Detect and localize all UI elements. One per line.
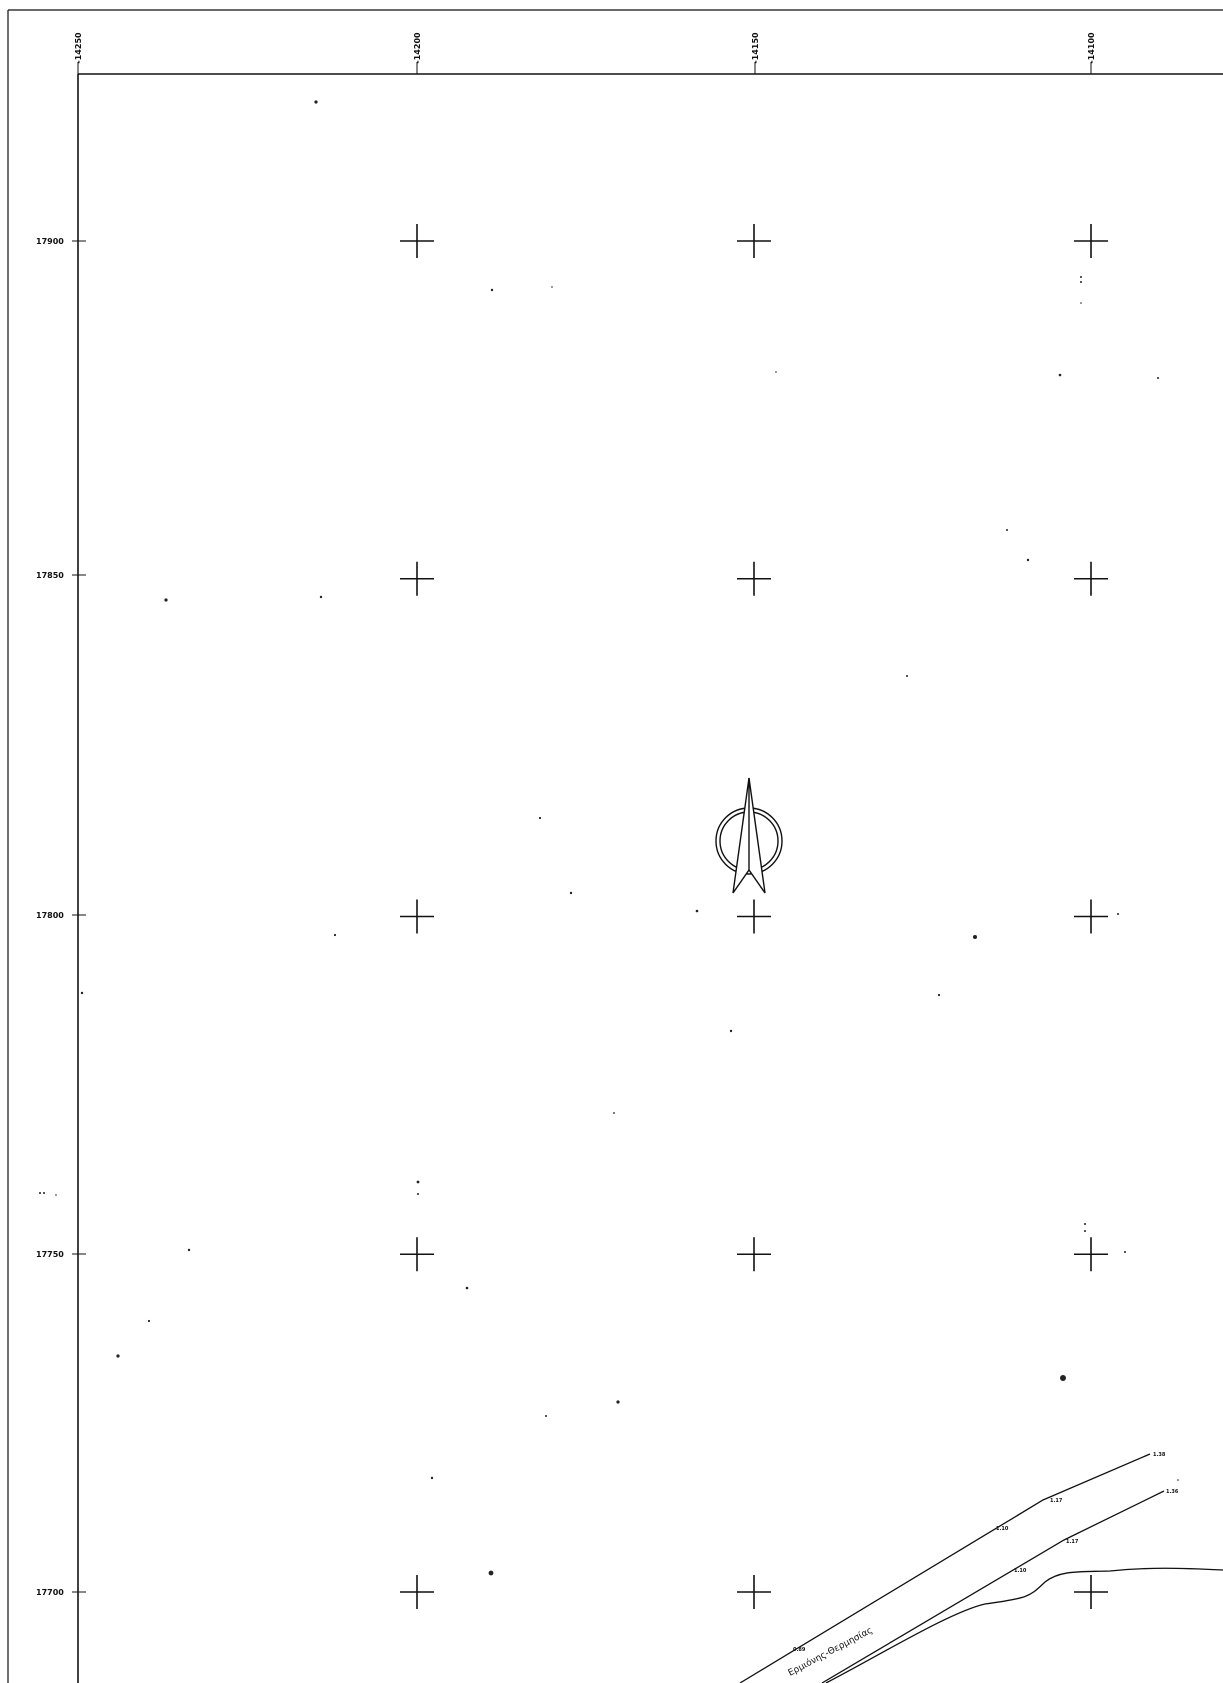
survey-specks bbox=[39, 100, 1179, 1576]
y-tick-label: 17850 bbox=[36, 571, 64, 580]
x-tick-label: -14200 bbox=[413, 32, 422, 64]
elevation-label: 1.17 bbox=[1050, 1498, 1063, 1504]
elevation-label: 0.89 bbox=[793, 1647, 806, 1653]
x-tick-label: -14150 bbox=[751, 32, 760, 64]
x-axis: -14250 -14200 -14150 -14100 bbox=[74, 32, 1096, 74]
y-tick-label: 17700 bbox=[36, 1588, 64, 1597]
elevation-label: 1.36 bbox=[1166, 1489, 1179, 1495]
elevation-label: 1.10 bbox=[996, 1526, 1009, 1532]
x-tick-label: -14250 bbox=[74, 32, 83, 64]
y-tick-label: 17900 bbox=[36, 237, 64, 246]
elevation-label: 1.17 bbox=[1066, 1539, 1079, 1545]
map-frame bbox=[7, 9, 1223, 1683]
y-tick-label: 17800 bbox=[36, 911, 64, 920]
elevation-label: 1.10 bbox=[1014, 1568, 1027, 1574]
north-arrow-icon bbox=[715, 777, 783, 894]
y-axis: 17900 17850 17800 17750 17700 bbox=[36, 237, 86, 1597]
road-lines bbox=[739, 1453, 1223, 1683]
grid-crosses bbox=[400, 224, 1108, 1609]
x-tick-label: -14100 bbox=[1087, 32, 1096, 64]
y-tick-label: 17750 bbox=[36, 1250, 64, 1259]
elevation-label: 1.38 bbox=[1153, 1452, 1166, 1458]
